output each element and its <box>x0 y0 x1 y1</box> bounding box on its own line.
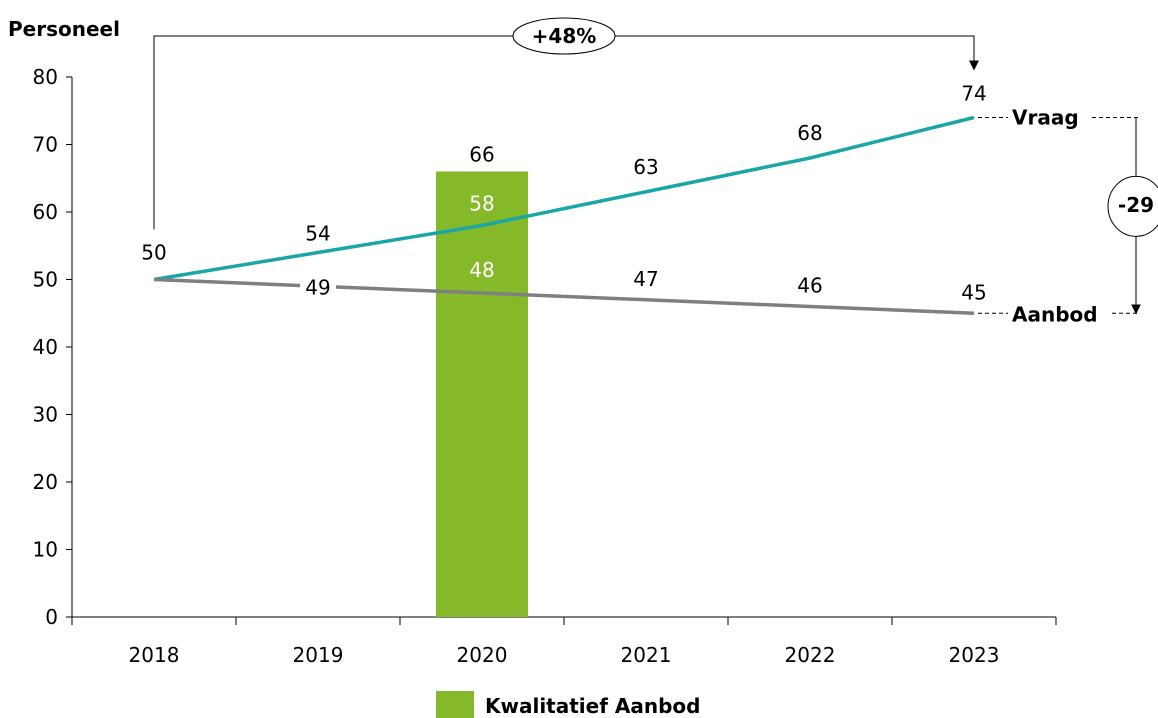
x-tick-label: 2022 <box>785 643 836 667</box>
y-tick-label: 40 <box>33 335 58 359</box>
growth-bubble <box>512 17 616 55</box>
growth-annotation: +48% <box>153 17 979 230</box>
x-tick-label: 2021 <box>621 643 672 667</box>
legend: Kwalitatief Aanbod <box>436 691 700 718</box>
legend-label: Kwalitatief Aanbod <box>485 694 700 718</box>
aanbod-data-label: 45 <box>961 280 986 304</box>
aanbod-data-label: 49 <box>305 275 330 299</box>
growth-bracket <box>153 35 979 230</box>
x-tick-label: 2023 <box>949 643 1000 667</box>
series-end-labels: Vraag Aanbod <box>978 106 1140 326</box>
y-tick-label: 50 <box>33 268 58 292</box>
aanbod-data-label: 47 <box>633 267 658 291</box>
x-tick-label: 2019 <box>293 643 344 667</box>
legend-swatch <box>436 691 474 718</box>
bar-kwalitatief-aanbod <box>436 171 528 617</box>
y-tick-label: 0 <box>45 605 58 629</box>
series-line-aanbod <box>153 277 975 315</box>
bars <box>436 171 528 617</box>
y-ticks: 0 10 20 30 40 50 60 70 80 <box>33 65 72 629</box>
series-lines <box>153 115 975 315</box>
x-tick-label: 2018 <box>129 643 180 667</box>
vraag-data-label: 54 <box>305 222 330 246</box>
y-tick-label: 60 <box>33 200 58 224</box>
y-tick-label: 70 <box>33 133 58 157</box>
y-axis-title: Personeel <box>8 17 120 41</box>
series-line-vraag <box>153 115 975 282</box>
aanbod-data-label: 48 <box>469 258 494 282</box>
y-tick-label: 80 <box>33 65 58 89</box>
vraag-end-label: Vraag <box>1012 106 1079 130</box>
x-ticks: 2018 2019 2020 2021 2022 2023 <box>71 617 1057 667</box>
gap-bubble <box>1107 175 1158 237</box>
y-tick-label: 30 <box>33 403 58 427</box>
aanbod-data-label: 46 <box>797 274 822 298</box>
vraag-data-label: 63 <box>633 155 658 179</box>
vraag-data-label: 68 <box>797 121 822 145</box>
gap-annotation: -29 <box>1107 117 1158 315</box>
aanbod-end-label: Aanbod <box>1012 302 1098 326</box>
vraag-data-label: 58 <box>469 192 494 216</box>
aanbod-data-label: 50 <box>141 241 166 265</box>
y-tick-label: 10 <box>33 538 58 562</box>
data-labels: 54 58 63 68 74 50 49 48 47 46 45 66 <box>141 82 986 305</box>
label-background <box>300 274 336 300</box>
x-tick-label: 2020 <box>457 643 508 667</box>
gap-label: -29 <box>1118 193 1154 217</box>
vraag-data-label: 74 <box>961 82 986 106</box>
bar-data-label: 66 <box>469 143 494 167</box>
growth-label: +48% <box>532 24 597 48</box>
y-tick-label: 20 <box>33 470 58 494</box>
